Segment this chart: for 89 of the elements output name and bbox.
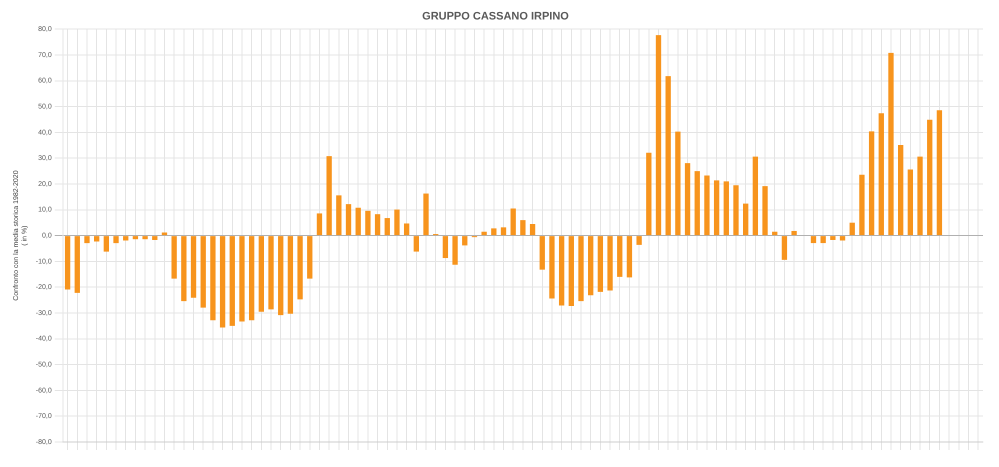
bar — [423, 194, 429, 236]
bar — [868, 131, 874, 236]
bar — [578, 236, 584, 302]
bar — [840, 236, 846, 240]
bar — [346, 204, 352, 236]
bar — [384, 218, 390, 236]
bar — [936, 110, 942, 236]
bar — [656, 35, 662, 236]
bar — [316, 213, 322, 236]
bar — [210, 236, 216, 320]
bar — [607, 236, 613, 291]
bar — [239, 236, 245, 322]
bar — [530, 224, 536, 236]
bar — [326, 156, 332, 236]
bar — [404, 223, 410, 236]
bar — [181, 236, 187, 302]
bar — [743, 204, 748, 236]
bar — [908, 170, 914, 236]
bar — [190, 236, 196, 298]
bar — [288, 236, 294, 314]
bar — [171, 236, 177, 279]
bar — [898, 145, 904, 236]
bar — [491, 228, 496, 236]
bar — [113, 236, 119, 244]
bar — [830, 236, 836, 240]
bar — [248, 236, 254, 320]
bar — [782, 236, 788, 260]
bar — [540, 236, 545, 270]
bar — [307, 236, 312, 279]
bar — [598, 236, 604, 292]
bar — [558, 236, 564, 306]
bar — [297, 236, 303, 300]
bar — [84, 236, 90, 244]
bar — [365, 210, 371, 236]
bar — [374, 214, 380, 236]
bar — [917, 156, 923, 236]
bar — [278, 236, 284, 316]
bar — [752, 156, 758, 236]
bar — [394, 210, 400, 236]
bar — [704, 175, 710, 236]
bar — [258, 236, 264, 312]
bar — [336, 195, 342, 236]
bar — [200, 236, 206, 308]
bar — [220, 236, 226, 328]
bar — [810, 236, 816, 244]
bar — [888, 52, 894, 236]
bar — [791, 230, 797, 236]
bar — [152, 236, 158, 240]
bar — [714, 180, 720, 236]
bar — [820, 236, 826, 244]
bar — [481, 232, 487, 236]
bar — [850, 222, 855, 236]
bar — [684, 163, 690, 236]
bar — [666, 76, 671, 236]
bar — [568, 236, 574, 306]
bar — [617, 236, 622, 277]
bar — [549, 236, 555, 299]
bar — [162, 232, 168, 236]
bar — [626, 236, 632, 278]
bar — [64, 236, 70, 290]
bar — [646, 152, 652, 236]
bar — [636, 236, 642, 245]
bar — [94, 236, 100, 242]
bar — [510, 208, 516, 236]
bar — [733, 185, 739, 236]
bar — [132, 236, 138, 240]
bar — [442, 236, 448, 258]
bar — [588, 236, 594, 296]
bar — [762, 186, 768, 236]
bar — [104, 236, 110, 252]
bar — [500, 227, 506, 236]
bar — [772, 232, 778, 236]
bar — [268, 236, 274, 310]
bar — [675, 132, 681, 236]
bar — [74, 236, 80, 293]
bar — [230, 236, 235, 326]
chart-title: GRUPPO CASSANO IRPINO — [422, 10, 570, 23]
bar — [452, 236, 458, 265]
bar — [356, 208, 361, 236]
bar — [123, 236, 128, 240]
bar — [694, 171, 700, 236]
bar — [859, 174, 865, 236]
bar — [414, 236, 419, 252]
bar — [927, 120, 932, 236]
bar — [878, 113, 884, 236]
bar — [142, 236, 148, 240]
bar — [724, 181, 729, 236]
bar — [462, 236, 468, 246]
bar — [520, 220, 526, 236]
